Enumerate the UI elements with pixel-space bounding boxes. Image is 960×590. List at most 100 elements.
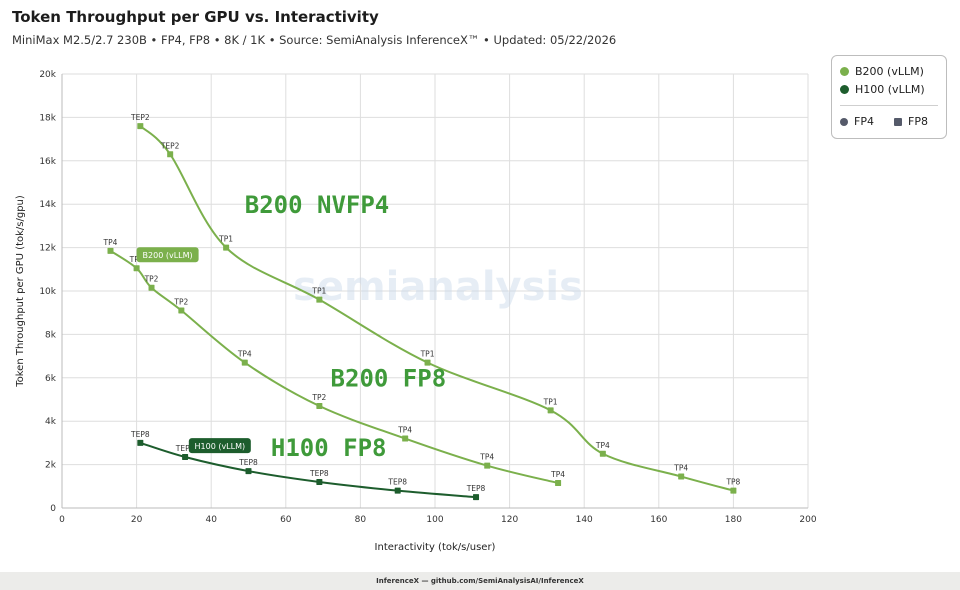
data-point [137,123,144,130]
chart-subtitle: MiniMax M2.5/2.7 230B • FP4, FP8 • 8K / … [12,33,617,47]
x-tick-label: 180 [725,515,742,525]
point-label: TP1 [311,287,326,296]
data-point [547,407,554,414]
chart-card: Token Throughput per GPU vs. Interactivi… [0,0,960,572]
data-point [182,454,189,461]
data-point [241,359,248,366]
point-label: TP4 [550,470,565,479]
data-point [137,439,144,446]
data-point [424,359,431,366]
point-label: TP8 [725,478,740,487]
point-label: TEP8 [130,430,150,439]
point-label: TP4 [397,426,412,435]
data-point [316,478,323,485]
data-point [316,296,323,303]
legend-shape-fp8[interactable]: FP8 [894,115,928,128]
point-label: TP4 [237,350,252,359]
data-point [148,284,155,291]
x-tick-label: 200 [799,515,816,525]
series-annotation: H100 FP8 [271,434,387,462]
legend-label-b200: B200 (vLLM) [855,65,924,78]
point-label: TP4 [595,441,610,450]
point-label: TP4 [673,464,688,473]
y-tick-label: 18k [39,113,56,123]
legend-swatch-h100 [840,85,849,94]
x-tick-label: 40 [205,515,217,525]
point-label: TEP8 [238,458,258,467]
data-point [133,265,140,272]
data-point [473,494,480,501]
point-label: TP4 [479,453,494,462]
y-tick-label: 16k [39,157,56,167]
footer-credit: InferenceX — github.com/SemiAnalysisAI/I… [0,572,960,590]
y-tick-label: 6k [45,374,57,384]
point-label: TP4 [103,238,118,247]
y-tick-label: 20k [39,70,56,80]
y-tick-label: 4k [45,417,57,427]
square-marker-icon [894,117,902,126]
y-tick-label: 10k [39,287,56,297]
series-line [109,250,559,485]
data-point [555,480,562,487]
data-point [599,450,606,457]
y-axis-title: Token Throughput per GPU (tok/s/gpu) [15,195,26,388]
legend-label-h100: H100 (vLLM) [855,83,925,96]
y-tick-label: 12k [39,244,56,254]
data-point [316,403,323,410]
point-label: TP2 [144,275,159,284]
tooltip-label: H100 (vLLM) [195,442,246,451]
point-label: TEP2 [160,141,180,150]
data-point [394,487,401,494]
point-label: TP1 [218,235,233,244]
legend-divider [840,105,938,106]
circle-marker-icon [840,117,848,126]
legend-shape-label-fp4: FP4 [854,115,874,128]
legend-shape-fp4[interactable]: FP4 [840,115,874,128]
x-tick-label: 140 [576,515,593,525]
y-tick-label: 14k [39,200,56,210]
y-tick-label: 8k [45,330,57,340]
legend-shape-label-fp8: FP8 [908,115,928,128]
x-tick-label: 20 [131,515,143,525]
data-point [730,487,737,494]
point-label: TP1 [420,350,435,359]
series-annotation: B200 NVFP4 [245,191,390,219]
x-tick-label: 60 [280,515,292,525]
chart-plot: 0 20 40 60 80 100 120 140 160 180 200 0 2k 4k 6k 8k 10k 1… [15,70,817,553]
x-axis-title: Interactivity (tok/s/user) [375,542,496,553]
data-point [107,247,114,254]
point-label: TEP2 [130,113,150,122]
data-point [178,307,185,314]
chart-legend: B200 (vLLM) H100 (vLLM) FP4 FP8 [831,55,947,139]
tooltip-badge [188,438,251,454]
legend-swatch-b200 [840,67,849,76]
x-tick-label: 100 [426,515,443,525]
y-tick-label: 2k [45,461,57,471]
x-tick-label: 120 [501,515,518,525]
point-label: TP2 [311,393,326,402]
point-label: TEP8 [466,484,486,493]
y-tick-label: 0 [50,504,56,514]
data-point [402,435,409,442]
data-point [678,473,685,480]
data-point [245,468,252,475]
data-point [223,244,230,251]
point-label: TEP8 [387,478,407,487]
point-label: TP1 [543,397,558,406]
tooltip-label: B200 (vLLM) [143,251,193,260]
point-label: TEP8 [309,469,329,478]
point-label: TEP8 [175,444,195,453]
series-annotation: B200 FP8 [331,364,447,392]
x-tick-label: 160 [650,515,667,525]
x-tick-label: 0 [59,515,65,525]
chart-title: Token Throughput per GPU vs. Interactivi… [12,8,379,26]
data-point [484,462,491,469]
point-label: TP4 [129,255,144,264]
legend-item-b200[interactable]: B200 (vLLM) [840,65,924,78]
legend-item-h100[interactable]: H100 (vLLM) [840,83,925,96]
series-line [139,125,734,492]
x-tick-label: 80 [355,515,367,525]
tooltip-badge [136,247,199,263]
watermark-text: semianalysis [293,264,583,310]
data-point [167,151,174,158]
